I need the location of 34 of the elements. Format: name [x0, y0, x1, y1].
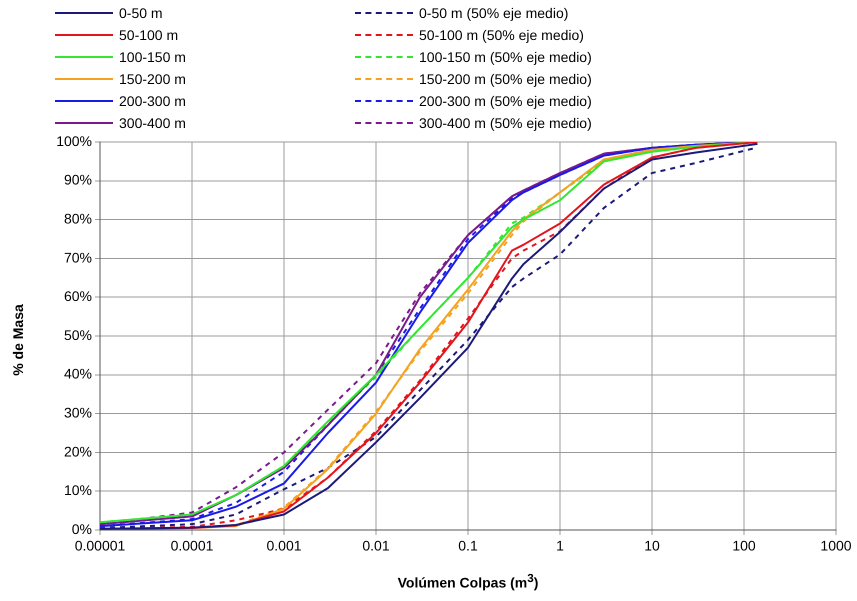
legend-label: 200-300 m (50% eje medio): [419, 93, 592, 109]
x-tick-label: 1000: [820, 537, 852, 554]
y-axis-title: % de Masa: [10, 304, 26, 376]
legend-label: 200-300 m: [119, 93, 186, 109]
legend-label: 300-400 m: [119, 115, 186, 131]
x-tick-label: 0.1: [458, 537, 478, 554]
y-tick-label: 0%: [72, 520, 92, 537]
legend-label: 100-150 m: [119, 49, 186, 65]
y-tick-label: 100%: [56, 132, 92, 149]
x-tick-label: 10: [644, 537, 660, 554]
x-tick-label: 100: [732, 537, 756, 554]
x-tick-label: 0.0001: [170, 537, 214, 554]
legend-label: 50-100 m: [119, 27, 178, 43]
y-tick-label: 30%: [64, 404, 92, 420]
y-tick-label: 60%: [64, 288, 92, 304]
legend-label: 50-100 m (50% eje medio): [419, 27, 584, 43]
x-tick-label: 0.01: [362, 537, 390, 554]
y-tick-label: 20%: [64, 443, 92, 460]
legend-label: 300-400 m (50% eje medio): [419, 115, 592, 131]
x-tick-label: 1: [556, 537, 564, 554]
y-tick-label: 70%: [64, 249, 92, 266]
legend-label: 150-200 m (50% eje medio): [419, 71, 592, 87]
y-tick-label: 10%: [64, 482, 92, 498]
legend-label: 0-50 m (50% eje medio): [419, 5, 568, 21]
y-tick-label: 80%: [64, 210, 92, 226]
legend-label: 100-150 m (50% eje medio): [419, 49, 592, 65]
x-tick-label: 0.00001: [74, 537, 126, 554]
y-tick-label: 40%: [64, 366, 92, 382]
legend-label: 150-200 m: [119, 71, 186, 87]
x-axis-title: Volúmen Colpas (m$^{3}$): [396, 572, 540, 591]
legend-label: 0-50 m: [119, 5, 163, 21]
x-tick-label: 0.001: [266, 537, 302, 554]
y-tick-label: 50%: [64, 326, 92, 343]
y-tick-label: 90%: [64, 172, 92, 188]
